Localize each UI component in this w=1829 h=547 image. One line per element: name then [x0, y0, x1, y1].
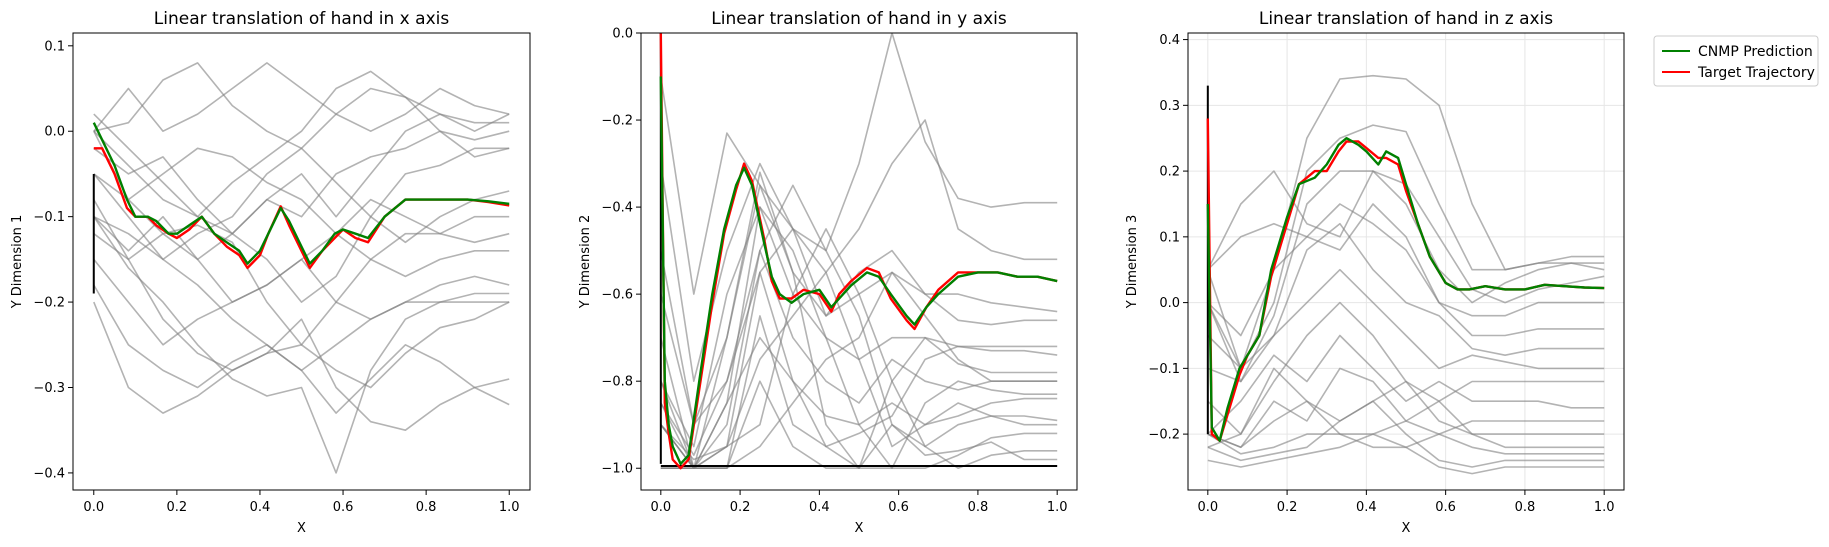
demo-trajectory-line — [660, 228, 1058, 426]
demo-trajectory-line — [660, 271, 1058, 470]
x-tick-label: 0.0 — [83, 500, 104, 515]
x-tick-label: 0.4 — [250, 500, 271, 515]
y-tick-label: −0.6 — [601, 288, 633, 303]
subplot-1: 0.0 0.2 0.4 0.6 0.8 1.0 0.1 0.0 −0.1 −0.2 −0.3 −0.4… — [10, 9, 531, 536]
legend-label: Target Trajectory — [1697, 65, 1815, 81]
prediction-line — [92, 122, 510, 265]
demo-trajectory-line — [1207, 268, 1605, 383]
y-tick-label: 0.0 — [612, 27, 633, 42]
y-tick-label: −0.8 — [601, 375, 633, 390]
y-tick-label: 0.1 — [1159, 230, 1180, 245]
y-tick-label: 0.3 — [1159, 99, 1180, 114]
x-tick-label: 0.2 — [167, 500, 188, 515]
demo-trajectory-line — [660, 206, 1058, 470]
x-axis-label: X — [297, 521, 306, 536]
demo-trajectory-line — [1207, 433, 1605, 455]
x-tick-label: 0.4 — [1356, 500, 1377, 515]
demo-trajectory-line — [93, 130, 510, 261]
x-tick-label: 0.6 — [333, 500, 354, 515]
x-tick-label: 0.2 — [1277, 500, 1298, 515]
y-tick-label: −0.2 — [1148, 428, 1180, 443]
x-tick-label: 0.0 — [650, 500, 671, 515]
y-tick-label: −0.4 — [601, 201, 633, 216]
demo-trajectory-line — [1207, 124, 1605, 370]
subplot-3: 0.0 0.2 0.4 0.6 0.8 1.0 0.4 0.3 0.2 0.1 0.0 −0.1 −0.… — [1125, 9, 1819, 536]
demo-trajectory-line — [660, 119, 1058, 383]
y-tick-label: −1.0 — [601, 462, 633, 477]
x-tick-label: 1.0 — [1047, 500, 1068, 515]
demo-trajectory-line — [93, 216, 510, 474]
x-tick-label: 0.4 — [809, 500, 830, 515]
demo-trajectory-line — [1207, 367, 1605, 449]
y-tick-label: 0.0 — [1159, 296, 1180, 311]
demo-trajectory-line — [93, 301, 510, 432]
demo-trajectory-line — [1207, 170, 1605, 383]
y-tick-label: 0.1 — [44, 39, 65, 54]
demo-trajectory-line — [93, 62, 510, 132]
demo-trajectory-line — [660, 336, 1058, 470]
y-axis-label: Y Dimension 1 — [10, 215, 25, 310]
y-tick-label: 0.2 — [1159, 165, 1180, 180]
demo-trajectory-line — [93, 258, 510, 346]
demo-trajectory-line — [93, 224, 510, 346]
demo-trajectory-line — [660, 171, 1058, 470]
demo-trajectory-line — [93, 70, 510, 218]
demo-trajectory-line — [93, 147, 510, 303]
y-tick-label: −0.2 — [601, 114, 633, 129]
demo-trajectory-line — [93, 147, 510, 278]
subplot-2: 0.0 0.2 0.4 0.6 0.8 1.0 0.0 −0.2 −0.4 −0.6 −0.8 −1.… — [578, 9, 1078, 536]
demo-trajectory-line — [1207, 400, 1605, 449]
x-tick-label: 1.0 — [1594, 500, 1615, 515]
demo-trajectory-line — [93, 199, 510, 389]
demo-trajectory-line — [660, 271, 1058, 470]
y-axis-label: Y Dimension 2 — [578, 215, 593, 310]
chart-title: Linear translation of hand in z axis — [1259, 9, 1553, 29]
legend-label: CNMP Prediction — [1698, 44, 1813, 60]
legend-box — [1653, 35, 1819, 87]
demo-trajectory-line — [1207, 203, 1605, 317]
x-tick-label: 0.8 — [416, 500, 437, 515]
demo-trajectory-line — [1207, 433, 1605, 475]
y-tick-label: −0.4 — [33, 466, 65, 481]
x-tick-label: 0.0 — [1197, 500, 1218, 515]
x-tick-label: 0.6 — [1435, 500, 1456, 515]
legend: CNMP Prediction Target Trajectory — [1653, 35, 1819, 87]
y-axis-label: Y Dimension 3 — [1125, 215, 1140, 310]
demo-trajectory-line — [1207, 334, 1605, 435]
demo-trajectory-line — [93, 62, 510, 158]
axes-frame — [1187, 32, 1625, 491]
chart-title: Linear translation of hand in y axis — [711, 9, 1007, 29]
y-tick-label: −0.1 — [1148, 362, 1180, 377]
chart-title: Linear translation of hand in x axis — [154, 9, 450, 29]
axes-frame — [640, 32, 1078, 491]
y-tick-label: 0.4 — [1159, 33, 1180, 48]
demo-trajectory-line — [660, 33, 1058, 295]
y-tick-label: −0.1 — [33, 210, 65, 225]
x-axis-label: X — [1402, 521, 1411, 536]
y-tick-label: 0.0 — [44, 125, 65, 140]
x-tick-label: 0.6 — [888, 500, 909, 515]
demo-trajectory-line — [660, 271, 1058, 461]
axes-frame — [72, 32, 531, 491]
x-tick-label: 0.2 — [730, 500, 751, 515]
y-tick-label: −0.3 — [33, 381, 65, 396]
x-tick-label: 0.8 — [1515, 500, 1536, 515]
x-tick-label: 1.0 — [499, 500, 520, 515]
demo-trajectory-line — [1207, 400, 1605, 468]
prediction-line — [659, 76, 1058, 466]
demo-trajectory-line — [1207, 74, 1605, 370]
x-axis-label: X — [855, 521, 864, 536]
x-tick-label: 0.8 — [968, 500, 989, 515]
y-tick-label: −0.2 — [33, 296, 65, 311]
demo-trajectory-line — [93, 147, 510, 261]
prediction-line — [1206, 136, 1605, 442]
demo-trajectory-line — [93, 284, 510, 414]
